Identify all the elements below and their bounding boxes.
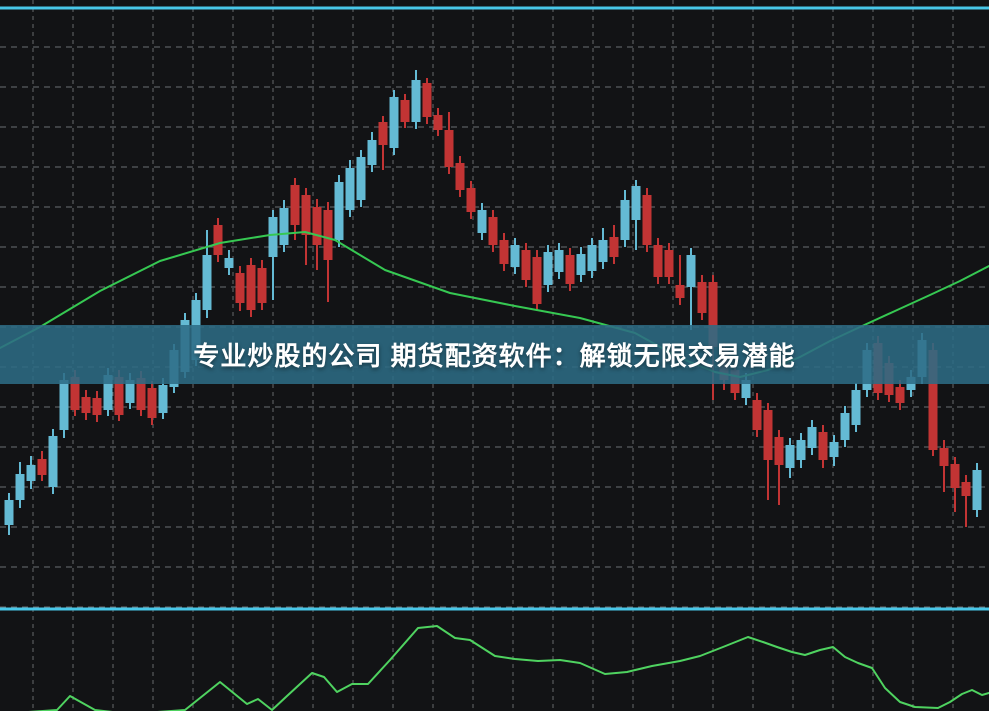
candle-body [367, 140, 377, 165]
candle-body [895, 387, 905, 403]
candle-body [543, 252, 553, 285]
candle-body [279, 208, 289, 245]
candle-body [796, 440, 806, 460]
candle-body [257, 268, 267, 303]
candle-body [433, 115, 443, 130]
candle-body [26, 465, 36, 481]
candle-body [708, 282, 718, 347]
candle-body [532, 257, 542, 304]
candle-body [125, 380, 135, 403]
candle-body [477, 210, 487, 233]
candle-body [455, 163, 465, 190]
candle-body [389, 97, 399, 148]
candle-body [587, 245, 597, 271]
candle-body [444, 130, 454, 167]
candle-body [378, 122, 388, 145]
candle-body [620, 200, 630, 240]
candle-body [631, 186, 641, 220]
candle-body [521, 250, 531, 280]
candle-body [466, 188, 476, 212]
candle-body [741, 380, 751, 398]
candle-body [961, 482, 971, 496]
candle-body [763, 410, 773, 460]
candle-body [334, 182, 344, 240]
candle-body [290, 185, 300, 225]
promo-banner-text: 专业炒股的公司 期货配资软件：解锁无限交易潜能 [193, 341, 796, 371]
candle-body [147, 388, 157, 418]
candle-body [202, 255, 212, 310]
candle-body [675, 285, 685, 298]
candle-body [499, 240, 509, 264]
candle-body [774, 437, 784, 465]
candle-body [400, 100, 410, 122]
candle-body [136, 378, 146, 410]
candle-body [851, 390, 861, 425]
candle-body [268, 217, 278, 257]
candle-body [609, 237, 619, 257]
candle-body [114, 377, 124, 415]
candle-body [939, 448, 949, 466]
candle-body [807, 427, 817, 448]
candle-body [752, 400, 762, 430]
candle-body [345, 168, 355, 210]
candle-body [950, 464, 960, 488]
candle-body [785, 445, 795, 468]
candle-body [664, 250, 674, 277]
candle-body [565, 255, 575, 284]
candle-body [59, 380, 69, 430]
candle-body [818, 432, 828, 460]
candle-body [224, 258, 234, 268]
candle-body [4, 500, 14, 525]
candle-body [103, 375, 113, 410]
candle-body [697, 282, 707, 313]
candle-body [158, 385, 168, 413]
candle-body [510, 245, 520, 267]
candle-body [37, 459, 47, 475]
candle-body [92, 398, 102, 415]
candle-body [686, 255, 696, 287]
candle-body [323, 210, 333, 260]
candle-body [411, 80, 421, 122]
candle-body [48, 436, 58, 487]
candle-body [972, 470, 982, 510]
candle-body [598, 240, 608, 262]
candle-body [422, 83, 432, 117]
candle-body [576, 254, 586, 275]
candle-body [15, 474, 25, 500]
promo-banner: 专业炒股的公司 期货配资软件：解锁无限交易潜能 [0, 325, 989, 384]
oscillator-line [28, 625, 989, 711]
candle-body [642, 195, 652, 245]
candle-body [213, 225, 223, 255]
candle-body [928, 350, 938, 450]
candle-body [235, 273, 245, 303]
candle-body [356, 157, 366, 200]
candle-body [301, 195, 311, 235]
candle-body [70, 377, 80, 410]
candle-body [840, 413, 850, 440]
candle-body [81, 397, 91, 413]
candle-body [246, 265, 256, 310]
candle-body [312, 207, 322, 245]
candle-body [653, 245, 663, 277]
candle-body [829, 442, 839, 457]
candle-body [488, 217, 498, 245]
candle-body [554, 250, 564, 272]
